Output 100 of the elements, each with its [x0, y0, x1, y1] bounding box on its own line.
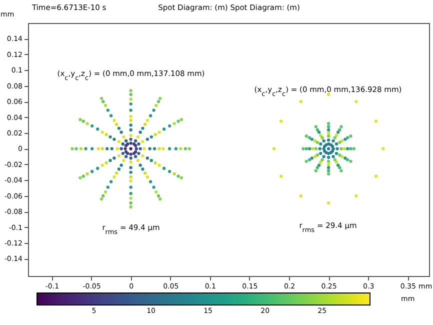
point [152, 108, 156, 112]
point [150, 135, 153, 139]
point [129, 134, 132, 137]
point [333, 158, 336, 162]
point [299, 100, 302, 104]
point [129, 201, 132, 205]
point [314, 147, 318, 150]
point [332, 139, 335, 142]
point [168, 147, 172, 150]
point [79, 147, 83, 150]
point [326, 172, 330, 176]
point [340, 147, 343, 150]
point [158, 147, 161, 150]
point [90, 170, 94, 174]
point [109, 114, 113, 118]
point [317, 164, 321, 167]
point [320, 158, 324, 162]
point [349, 160, 352, 163]
point [316, 140, 320, 144]
point [124, 139, 128, 142]
point [334, 160, 338, 164]
point [129, 175, 132, 179]
point [172, 122, 176, 126]
point [112, 156, 116, 160]
point [141, 126, 144, 130]
point [121, 142, 124, 146]
point [149, 180, 152, 184]
point [179, 147, 182, 150]
point [129, 118, 132, 122]
point [129, 102, 132, 106]
point [158, 96, 162, 100]
point [319, 160, 322, 164]
point [86, 122, 89, 126]
point [104, 190, 108, 194]
point [308, 136, 312, 140]
point [338, 128, 342, 132]
point [326, 166, 330, 170]
point [129, 156, 132, 160]
point [121, 152, 124, 156]
point [316, 153, 320, 157]
point [314, 154, 317, 158]
point [326, 160, 330, 163]
point [120, 164, 123, 167]
point [137, 142, 140, 146]
point [138, 147, 142, 150]
point [314, 125, 318, 128]
point [96, 147, 100, 150]
point [82, 174, 85, 178]
point [112, 175, 116, 179]
point [326, 134, 330, 138]
point [317, 130, 321, 134]
point [90, 124, 94, 128]
point [308, 147, 312, 150]
point [122, 135, 126, 139]
point [96, 127, 100, 131]
point [322, 139, 326, 142]
point [311, 147, 314, 150]
point [86, 172, 89, 176]
point [346, 158, 350, 162]
point [172, 172, 176, 176]
point [280, 174, 283, 178]
point [134, 147, 138, 150]
point [326, 147, 330, 150]
point [78, 118, 82, 122]
point [138, 164, 142, 167]
point [142, 147, 146, 150]
point [115, 171, 118, 175]
point [146, 138, 150, 141]
point [141, 154, 144, 158]
point [310, 138, 314, 141]
point [129, 92, 132, 96]
point [334, 152, 338, 156]
point [104, 132, 108, 136]
point [154, 190, 158, 194]
point [304, 147, 308, 150]
point [141, 168, 144, 171]
point [129, 147, 132, 150]
point [129, 205, 132, 208]
point [374, 120, 378, 123]
point [90, 147, 94, 150]
point [340, 125, 343, 128]
point [302, 147, 305, 150]
point [143, 122, 147, 126]
point [338, 140, 342, 144]
point [100, 147, 104, 150]
point [156, 100, 160, 104]
point [100, 96, 104, 100]
point [129, 196, 132, 200]
point [129, 88, 132, 92]
point [120, 147, 123, 150]
point [319, 152, 322, 156]
point [115, 122, 118, 126]
point [304, 134, 308, 138]
point [162, 147, 165, 150]
point [148, 147, 152, 150]
point [158, 130, 161, 134]
point [346, 147, 350, 150]
point [314, 169, 318, 172]
point [174, 147, 178, 150]
point [82, 120, 85, 123]
